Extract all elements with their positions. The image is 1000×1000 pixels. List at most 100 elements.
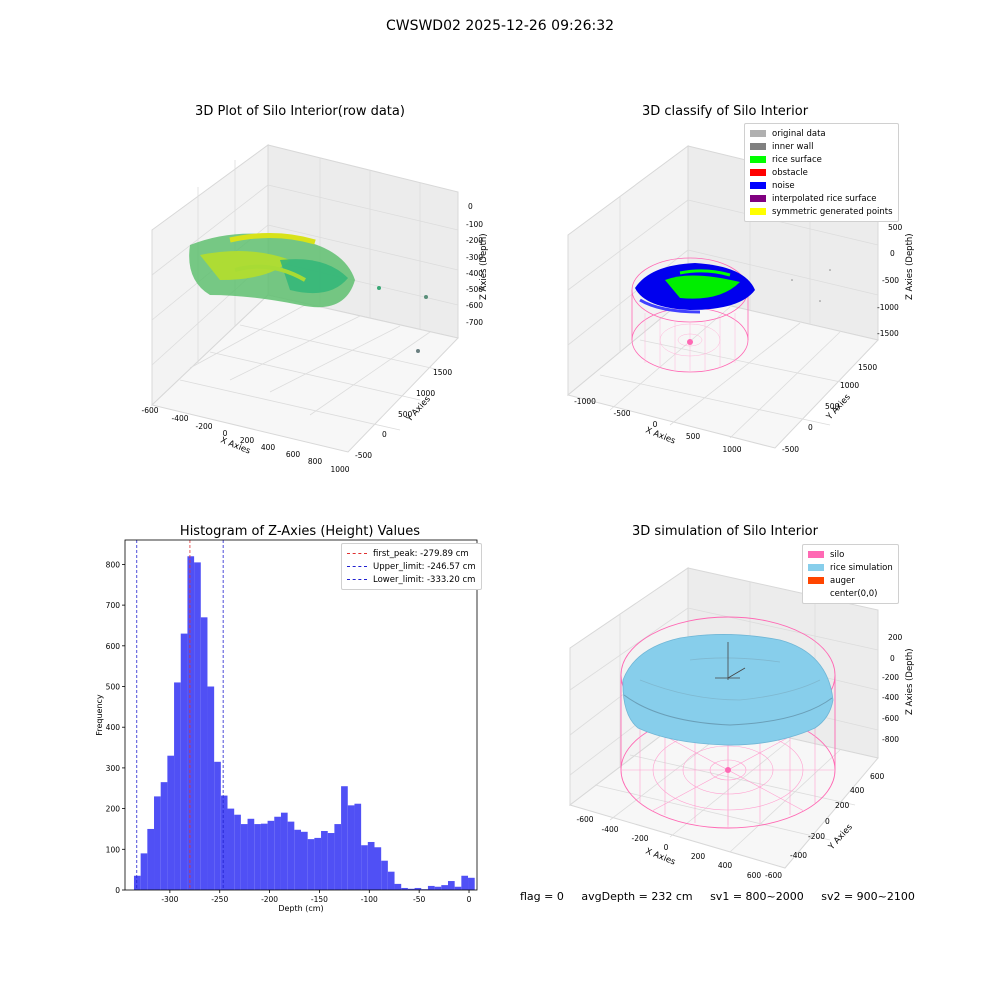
histogram-bar <box>421 889 428 890</box>
p4-ytick: 400 <box>850 786 865 795</box>
p2-ytick: 1500 <box>858 363 877 372</box>
p2-zlabel: Z Axies (Depth) <box>905 233 915 300</box>
sv1-text: sv1 = 800~2000 <box>710 890 804 903</box>
histogram-bar <box>381 860 388 890</box>
plot4-legend: silo rice simulation auger center(0,0) <box>802 544 899 604</box>
p2-ytick: 0 <box>808 423 813 432</box>
legend-swatch <box>750 182 766 189</box>
legend-label: symmetric generated points <box>772 206 893 217</box>
p1-ztick: -500 <box>466 285 483 294</box>
histogram-bar <box>407 888 415 890</box>
p4-xtick: 0 <box>664 843 669 852</box>
p4-ztick: -400 <box>882 693 899 702</box>
p1-xtick: -400 <box>171 414 188 423</box>
hist-xlabel: Depth (cm) <box>278 904 323 913</box>
p1-ztick: -700 <box>466 318 483 327</box>
legend-swatch <box>750 156 766 163</box>
legend-label: rice simulation <box>830 562 893 573</box>
legend-entry: inner wall <box>750 140 893 153</box>
legend-entry: noise <box>750 179 893 192</box>
legend-entry: silo <box>808 548 893 561</box>
p4-ytick: -400 <box>790 851 807 860</box>
p2-xlabel: X Axies <box>644 426 677 447</box>
p1-ytick: 0 <box>382 430 387 439</box>
p1-xtick: 1000 <box>330 465 349 474</box>
histogram-bar <box>147 828 155 890</box>
legend-entry: Upper_limit: -246.57 cm <box>347 560 476 573</box>
legend-swatch <box>808 564 824 571</box>
histogram-bar <box>294 829 301 890</box>
histogram-bar <box>227 808 235 890</box>
legend-line <box>347 579 367 580</box>
legend-swatch <box>750 169 766 176</box>
p2-xtick: 500 <box>686 432 701 441</box>
y-tick-label: 700 <box>106 601 121 610</box>
histogram-bar <box>307 839 315 890</box>
histogram-bar <box>247 818 255 890</box>
legend-line <box>347 553 367 554</box>
x-tick-label: 0 <box>467 895 472 904</box>
legend-label: obstacle <box>772 167 808 178</box>
p2-ztick: -500 <box>882 276 899 285</box>
histogram-bar <box>254 824 261 890</box>
legend-entry: first_peak: -279.89 cm <box>347 547 476 560</box>
p2-ytick: -500 <box>782 445 799 454</box>
y-tick-label: 200 <box>106 805 121 814</box>
histogram-bar <box>174 682 181 890</box>
histogram-bar <box>401 887 408 890</box>
histogram-bar <box>441 885 448 890</box>
flag-text: flag = 0 <box>520 890 564 903</box>
legend-entry: rice simulation <box>808 561 893 574</box>
plot2-title: 3D classify of Silo Interior <box>641 104 809 119</box>
p4-ztick: 200 <box>888 633 903 642</box>
p4-ytick: 600 <box>870 772 885 781</box>
p2-xtick: 0 <box>653 420 658 429</box>
histogram-bar <box>387 871 395 890</box>
p1-ytick: 1500 <box>433 368 452 377</box>
histogram-bar <box>160 782 168 890</box>
p2-xtick: 1000 <box>722 445 741 454</box>
p1-ytick: -500 <box>355 451 372 460</box>
legend-entry: original data <box>750 127 893 140</box>
p1-xtick: -600 <box>141 406 158 415</box>
histogram-bar <box>280 812 288 890</box>
legend-label: inner wall <box>772 141 814 152</box>
p1-ztick: -400 <box>466 269 483 278</box>
x-tick-label: -250 <box>211 895 228 904</box>
p1-ztick: -200 <box>466 236 483 245</box>
histogram-bar <box>301 831 308 890</box>
histogram-bar <box>321 830 328 890</box>
legend-label: center(0,0) <box>830 588 878 599</box>
histogram-bar <box>427 885 435 890</box>
p4-xtick: 200 <box>691 852 706 861</box>
plot2-legend: original data inner wall rice surface ob… <box>744 123 899 222</box>
y-tick-label: 500 <box>106 683 121 692</box>
p4-xlabel: X Axies <box>644 847 677 868</box>
p1-ztick: -300 <box>466 253 483 262</box>
legend-swatch <box>808 590 824 597</box>
histogram-bar <box>200 617 208 890</box>
legend-entry: center(0,0) <box>808 587 893 600</box>
legend-swatch <box>750 130 766 137</box>
p1-xtick: 600 <box>286 450 301 459</box>
histogram-bar <box>454 886 462 890</box>
p1-ztick: 0 <box>468 202 473 211</box>
p2-ytick: 500 <box>825 402 840 411</box>
histogram-bar <box>207 686 215 890</box>
plot1-3d-axes: -600 -400 -200 0 200 400 600 800 1000 -5… <box>141 144 489 474</box>
y-tick-label: 300 <box>106 764 121 773</box>
x-tick-label: -50 <box>413 895 425 904</box>
histogram-bar <box>367 841 375 890</box>
legend-label: silo <box>830 549 845 560</box>
plot4-title: 3D simulation of Silo Interior <box>632 524 818 539</box>
x-tick-label: -200 <box>261 895 278 904</box>
histogram-bar <box>447 881 455 890</box>
p4-xtick: 400 <box>718 861 733 870</box>
plot1-title: 3D Plot of Silo Interior(row data) <box>195 104 405 119</box>
legend-swatch <box>808 551 824 558</box>
p1-xtick: 400 <box>261 443 276 452</box>
y-tick-label: 400 <box>106 723 121 732</box>
histogram-frame <box>124 539 478 891</box>
p4-ytick: 0 <box>825 817 830 826</box>
histogram-bar <box>187 556 195 890</box>
